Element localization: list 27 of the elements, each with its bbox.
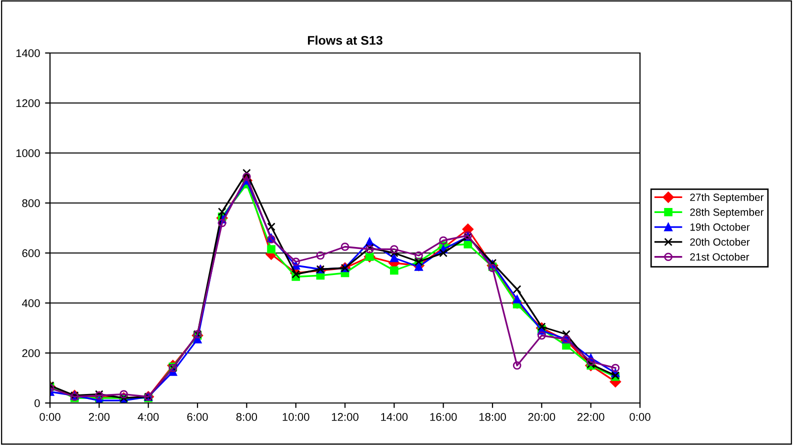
x-tick-label: 4:00 bbox=[138, 413, 159, 421]
x-tick-label: 16:00 bbox=[430, 413, 457, 421]
x-tick-label: 18:00 bbox=[479, 413, 506, 421]
x-tick-label: 6:00 bbox=[187, 413, 208, 421]
legend-label: 21st October bbox=[690, 252, 750, 261]
y-tick-label: 600 bbox=[22, 249, 40, 258]
x-tick-label: 20:00 bbox=[528, 413, 556, 421]
y-tick-label: 800 bbox=[22, 199, 40, 208]
legend-label: 27th September bbox=[690, 193, 764, 204]
legend-label: 20th October bbox=[690, 238, 750, 246]
x-tick-label: 0:00 bbox=[40, 413, 60, 421]
x-tick-label: 0:00 bbox=[630, 413, 650, 421]
x-tick-label: 10:00 bbox=[282, 413, 310, 421]
y-tick-label: 1200 bbox=[16, 99, 40, 108]
x-tick-label: 22:00 bbox=[577, 413, 604, 421]
y-tick-label: 1000 bbox=[16, 149, 40, 158]
y-tick-label: 1400 bbox=[16, 49, 40, 58]
chart-title: Flows at S13 bbox=[308, 36, 382, 45]
y-tick-label: 0 bbox=[34, 399, 40, 408]
x-tick-label: 8:00 bbox=[236, 413, 258, 421]
legend-label: 19th October bbox=[690, 223, 750, 231]
legend-label: 28th September bbox=[690, 208, 764, 218]
y-tick-label: 200 bbox=[22, 349, 40, 358]
x-tick-label: 2:00 bbox=[88, 413, 110, 421]
y-tick-label: 400 bbox=[22, 299, 40, 308]
x-tick-label: 12:00 bbox=[332, 413, 358, 421]
x-tick-label: 14:00 bbox=[381, 413, 408, 421]
